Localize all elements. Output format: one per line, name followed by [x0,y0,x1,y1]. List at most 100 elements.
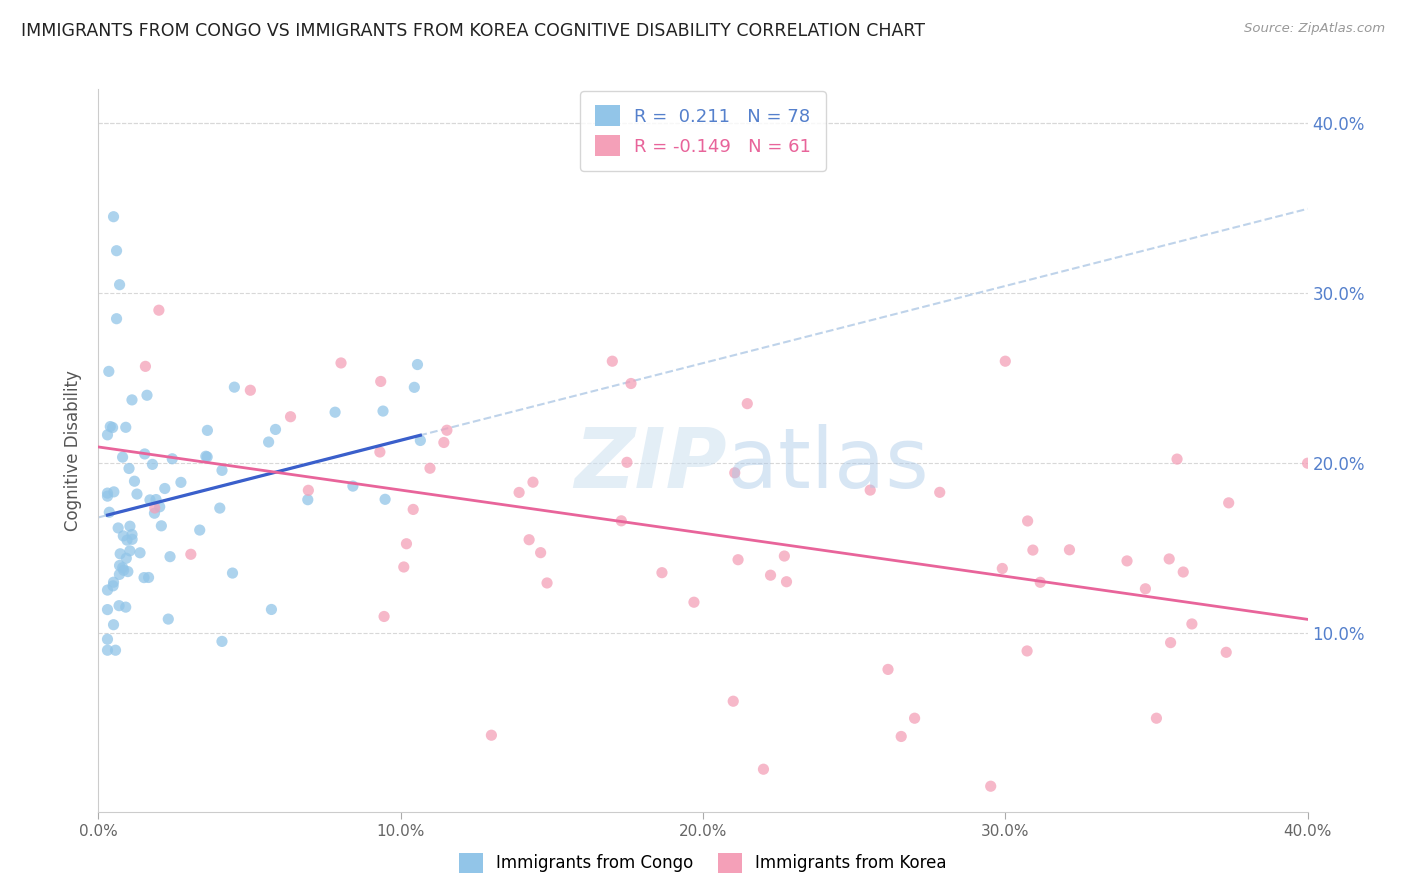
Point [118,519,141,533]
Point [530,546,553,560]
Point [371,404,394,418]
Point [602,354,624,368]
Point [368,445,391,459]
Point [1215,645,1237,659]
Point [1022,543,1045,558]
Point [117,565,139,579]
Point [1181,616,1204,631]
Point [96,428,118,442]
Point [153,482,176,496]
Point [419,461,441,475]
Point [108,567,131,582]
Point [330,356,353,370]
Point [197,423,219,437]
Point [121,527,143,541]
Point [651,566,673,580]
Point [98,419,121,434]
Point [991,561,1014,575]
Point [108,599,131,613]
Point [620,376,643,391]
Point [157,612,180,626]
Point [257,435,280,450]
Point [508,485,530,500]
Point [904,711,927,725]
Point [1144,711,1167,725]
Point [1017,514,1039,528]
Point [108,277,131,292]
Point [121,392,143,407]
Point [297,492,319,507]
Point [108,547,131,561]
Point [859,483,882,497]
Point [890,730,912,744]
Point [101,420,124,434]
Point [194,449,217,463]
Point [188,523,211,537]
Point [373,609,395,624]
Point [96,632,118,647]
Point [96,602,118,616]
Point [96,583,118,598]
Point [114,600,136,615]
Point [994,354,1017,368]
Point [105,311,128,326]
Point [727,552,749,566]
Point [395,537,418,551]
Point [129,546,152,560]
Point [105,244,128,258]
Point [1159,552,1181,566]
Point [180,547,202,561]
Point [323,405,346,419]
Point [1059,542,1081,557]
Point [723,694,745,708]
Point [96,486,118,500]
Point [409,434,432,448]
Point [402,502,425,516]
Point [125,487,148,501]
Point [97,364,120,378]
Point [108,558,131,573]
Legend: Immigrants from Congo, Immigrants from Korea: Immigrants from Congo, Immigrants from K… [453,847,953,880]
Point [1116,554,1139,568]
Point [96,489,118,503]
Point [96,643,118,657]
Point [280,409,302,424]
Point [211,634,233,648]
Point [115,551,138,566]
Point [132,571,155,585]
Point [1029,575,1052,590]
Point [195,450,218,464]
Point [145,492,167,507]
Point [143,506,166,520]
Point [103,617,125,632]
Point [124,474,146,488]
Text: Source: ZipAtlas.com: Source: ZipAtlas.com [1244,22,1385,36]
Point [522,475,544,490]
Point [1166,452,1188,467]
Point [101,579,124,593]
Point [392,560,415,574]
Legend: R =  0.211   N = 78, R = -0.149   N = 61: R = 0.211 N = 78, R = -0.149 N = 61 [581,91,825,170]
Point [775,574,797,589]
Point [148,303,170,318]
Point [112,529,135,543]
Point [1017,644,1039,658]
Point [134,359,156,374]
Point [773,549,796,563]
Point [481,728,503,742]
Point [536,576,558,591]
Point [436,423,458,437]
Point [224,380,246,394]
Point [877,662,900,676]
Point [221,566,243,580]
Point [683,595,706,609]
Point [735,397,758,411]
Y-axis label: Cognitive Disability: Cognitive Disability [65,370,83,531]
Point [264,422,287,436]
Point [134,447,156,461]
Point [141,458,163,472]
Point [98,505,121,519]
Point [374,492,396,507]
Point [517,533,540,547]
Point [103,575,125,590]
